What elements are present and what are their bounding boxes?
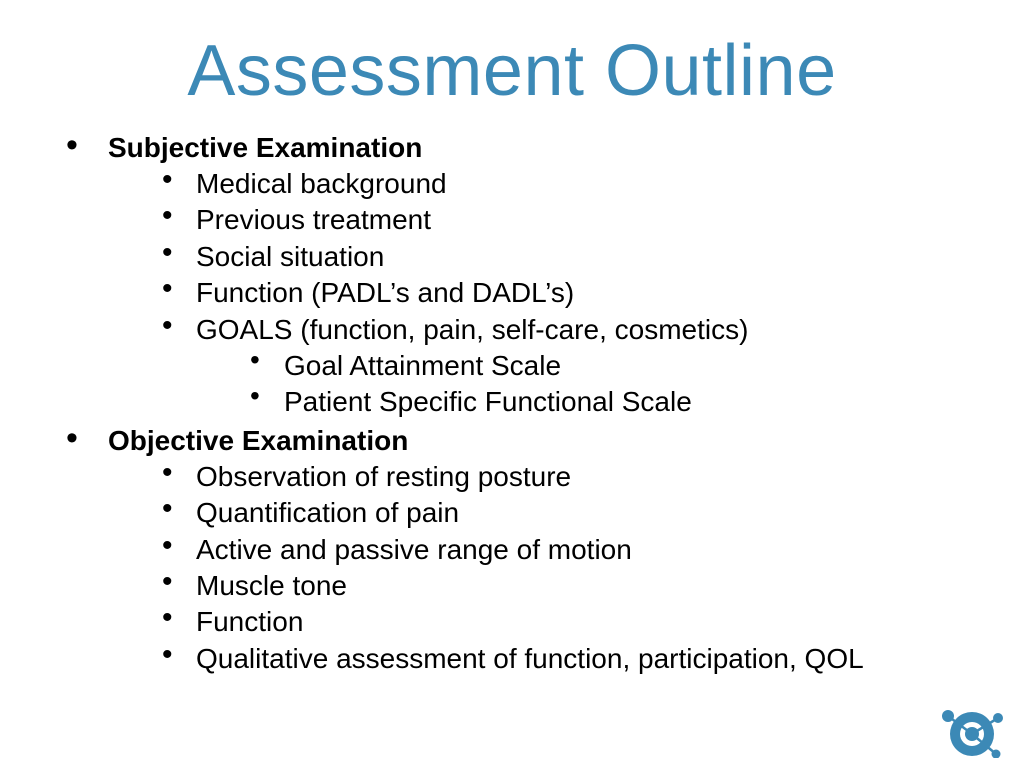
list-item: Previous treatment [156, 202, 984, 238]
objective-items: Observation of resting posture Quantific… [156, 459, 984, 677]
item-text: Active and passive range of motion [196, 534, 632, 565]
section-subjective: Subjective Examination Medical backgroun… [60, 132, 984, 421]
network-logo-icon [936, 698, 1006, 758]
item-text: Social situation [196, 241, 384, 272]
section-label: Objective Examination [108, 425, 408, 456]
list-item: Observation of resting posture [156, 459, 984, 495]
item-text: Quantification of pain [196, 497, 459, 528]
item-text: GOALS (function, pain, self-care, cosmet… [196, 314, 748, 345]
item-text: Medical background [196, 168, 447, 199]
section-label: Subjective Examination [108, 132, 422, 163]
item-text: Qualitative assessment of function, part… [196, 643, 864, 674]
list-item: GOALS (function, pain, self-care, cosmet… [156, 312, 984, 421]
item-text: Function [196, 606, 303, 637]
outline-list: Subjective Examination Medical backgroun… [60, 132, 984, 677]
list-item: Muscle tone [156, 568, 984, 604]
slide-title: Assessment Outline [40, 30, 984, 112]
goals-subitems: Goal Attainment Scale Patient Specific F… [244, 348, 984, 421]
list-item: Social situation [156, 239, 984, 275]
slide-container: Assessment Outline Subjective Examinatio… [0, 0, 1024, 768]
slide-content: Subjective Examination Medical backgroun… [40, 132, 984, 677]
list-item: Medical background [156, 166, 984, 202]
list-item: Quantification of pain [156, 495, 984, 531]
list-item: Goal Attainment Scale [244, 348, 984, 384]
list-item: Function (PADL’s and DADL’s) [156, 275, 984, 311]
item-text: Goal Attainment Scale [284, 350, 561, 381]
item-text: Patient Specific Functional Scale [284, 386, 692, 417]
item-text: Function (PADL’s and DADL’s) [196, 277, 574, 308]
subjective-items: Medical background Previous treatment So… [156, 166, 984, 421]
list-item: Qualitative assessment of function, part… [156, 641, 984, 677]
section-objective: Objective Examination Observation of res… [60, 425, 984, 677]
list-item: Active and passive range of motion [156, 532, 984, 568]
item-text: Observation of resting posture [196, 461, 571, 492]
list-item: Patient Specific Functional Scale [244, 384, 984, 420]
item-text: Previous treatment [196, 204, 431, 235]
list-item: Function [156, 604, 984, 640]
item-text: Muscle tone [196, 570, 347, 601]
